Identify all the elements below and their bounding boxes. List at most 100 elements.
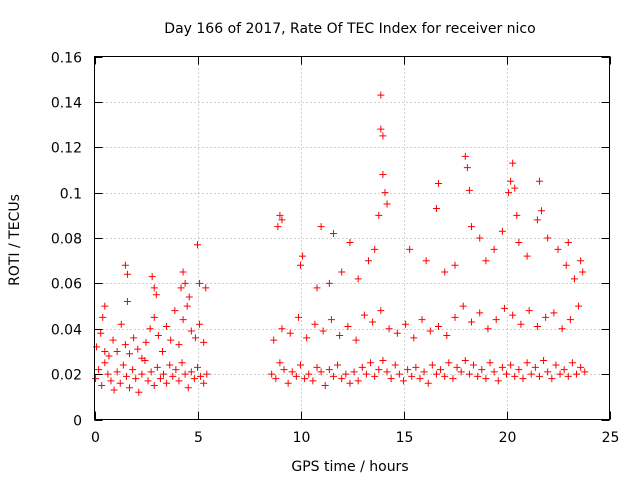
data-point [428, 361, 436, 369]
data-point [490, 368, 498, 376]
data-point [144, 377, 152, 385]
data-point [336, 332, 344, 340]
y-axis-tick-labels: 0 0.02 0.04 0.06 0.08 0.1 0.12 0.14 0.16 [51, 51, 82, 430]
data-point [379, 357, 387, 365]
data-point [476, 234, 484, 242]
data-point [319, 327, 327, 335]
data-point [299, 252, 307, 260]
data-point [554, 245, 562, 253]
data-point [381, 189, 389, 197]
data-point [492, 316, 500, 324]
data-point [338, 375, 346, 383]
data-point [486, 359, 494, 367]
data-point [150, 381, 158, 389]
data-point [346, 379, 354, 387]
data-point [101, 347, 109, 355]
data-point [303, 334, 311, 342]
data-point [484, 325, 492, 333]
data-point [552, 361, 560, 369]
data-point [123, 270, 131, 278]
data-point [150, 284, 158, 292]
x-tick-label: 20 [499, 430, 517, 446]
data-point [292, 372, 300, 380]
data-point [146, 325, 154, 333]
data-point [286, 329, 294, 337]
data-point [311, 320, 319, 328]
data-point [482, 257, 490, 265]
data-point [121, 341, 129, 349]
data-point [270, 336, 278, 344]
data-point [441, 372, 449, 380]
data-point [113, 368, 121, 376]
data-point [538, 207, 546, 215]
data-point [92, 375, 100, 383]
data-point [523, 252, 531, 260]
data-point [461, 357, 469, 365]
data-point [509, 311, 517, 319]
data-point [354, 275, 362, 283]
data-point [507, 177, 515, 185]
data-point [432, 205, 440, 213]
data-point [352, 336, 360, 344]
data-point [445, 359, 453, 367]
data-point [408, 372, 416, 380]
data-point [573, 370, 581, 378]
data-point [498, 363, 506, 371]
data-point [152, 291, 160, 299]
data-point [402, 320, 410, 328]
data-point [478, 366, 486, 374]
data-point [562, 261, 570, 269]
data-point [395, 370, 403, 378]
data-point [203, 370, 211, 378]
data-point [175, 377, 183, 385]
x-tick-label: 10 [293, 430, 311, 446]
data-point [101, 359, 109, 367]
x-tick-label: 15 [396, 430, 414, 446]
data-point [362, 370, 370, 378]
data-point [178, 359, 186, 367]
data-point [383, 368, 391, 376]
data-point [105, 352, 113, 360]
data-point [325, 279, 333, 287]
x-tick-label: 0 [91, 430, 100, 446]
data-point [95, 366, 103, 374]
data-point [507, 361, 515, 369]
data-point [126, 384, 134, 392]
data-point [451, 313, 459, 321]
data-point [297, 261, 304, 269]
data-point [148, 273, 156, 281]
data-point [535, 372, 543, 380]
data-point [129, 366, 137, 374]
y-tick-label: 0.02 [51, 368, 82, 384]
data-point [184, 384, 192, 392]
data-point [503, 370, 510, 378]
data-point [134, 345, 142, 353]
data-point [377, 91, 385, 99]
data-point [135, 388, 143, 396]
data-point [327, 316, 335, 324]
data-point [321, 381, 329, 389]
data-point [490, 245, 498, 253]
y-tick-label: 0.14 [51, 96, 82, 112]
data-point [387, 375, 395, 383]
data-point [276, 211, 284, 219]
data-point [533, 216, 541, 224]
data-point [297, 361, 304, 369]
data-point [153, 363, 161, 371]
data-point [163, 322, 171, 330]
data-point [109, 336, 117, 344]
data-point [179, 316, 187, 324]
data-point [138, 370, 146, 378]
data-point [558, 325, 566, 333]
data-point [383, 200, 391, 208]
y-tick-label: 0 [73, 414, 82, 430]
data-point [154, 332, 162, 340]
axis-ticks [94, 56, 611, 421]
data-point [435, 180, 443, 188]
data-point [393, 329, 401, 337]
data-point [309, 377, 317, 385]
data-point [197, 372, 205, 380]
data-point [364, 257, 372, 265]
data-point [119, 361, 127, 369]
data-point [564, 372, 572, 380]
